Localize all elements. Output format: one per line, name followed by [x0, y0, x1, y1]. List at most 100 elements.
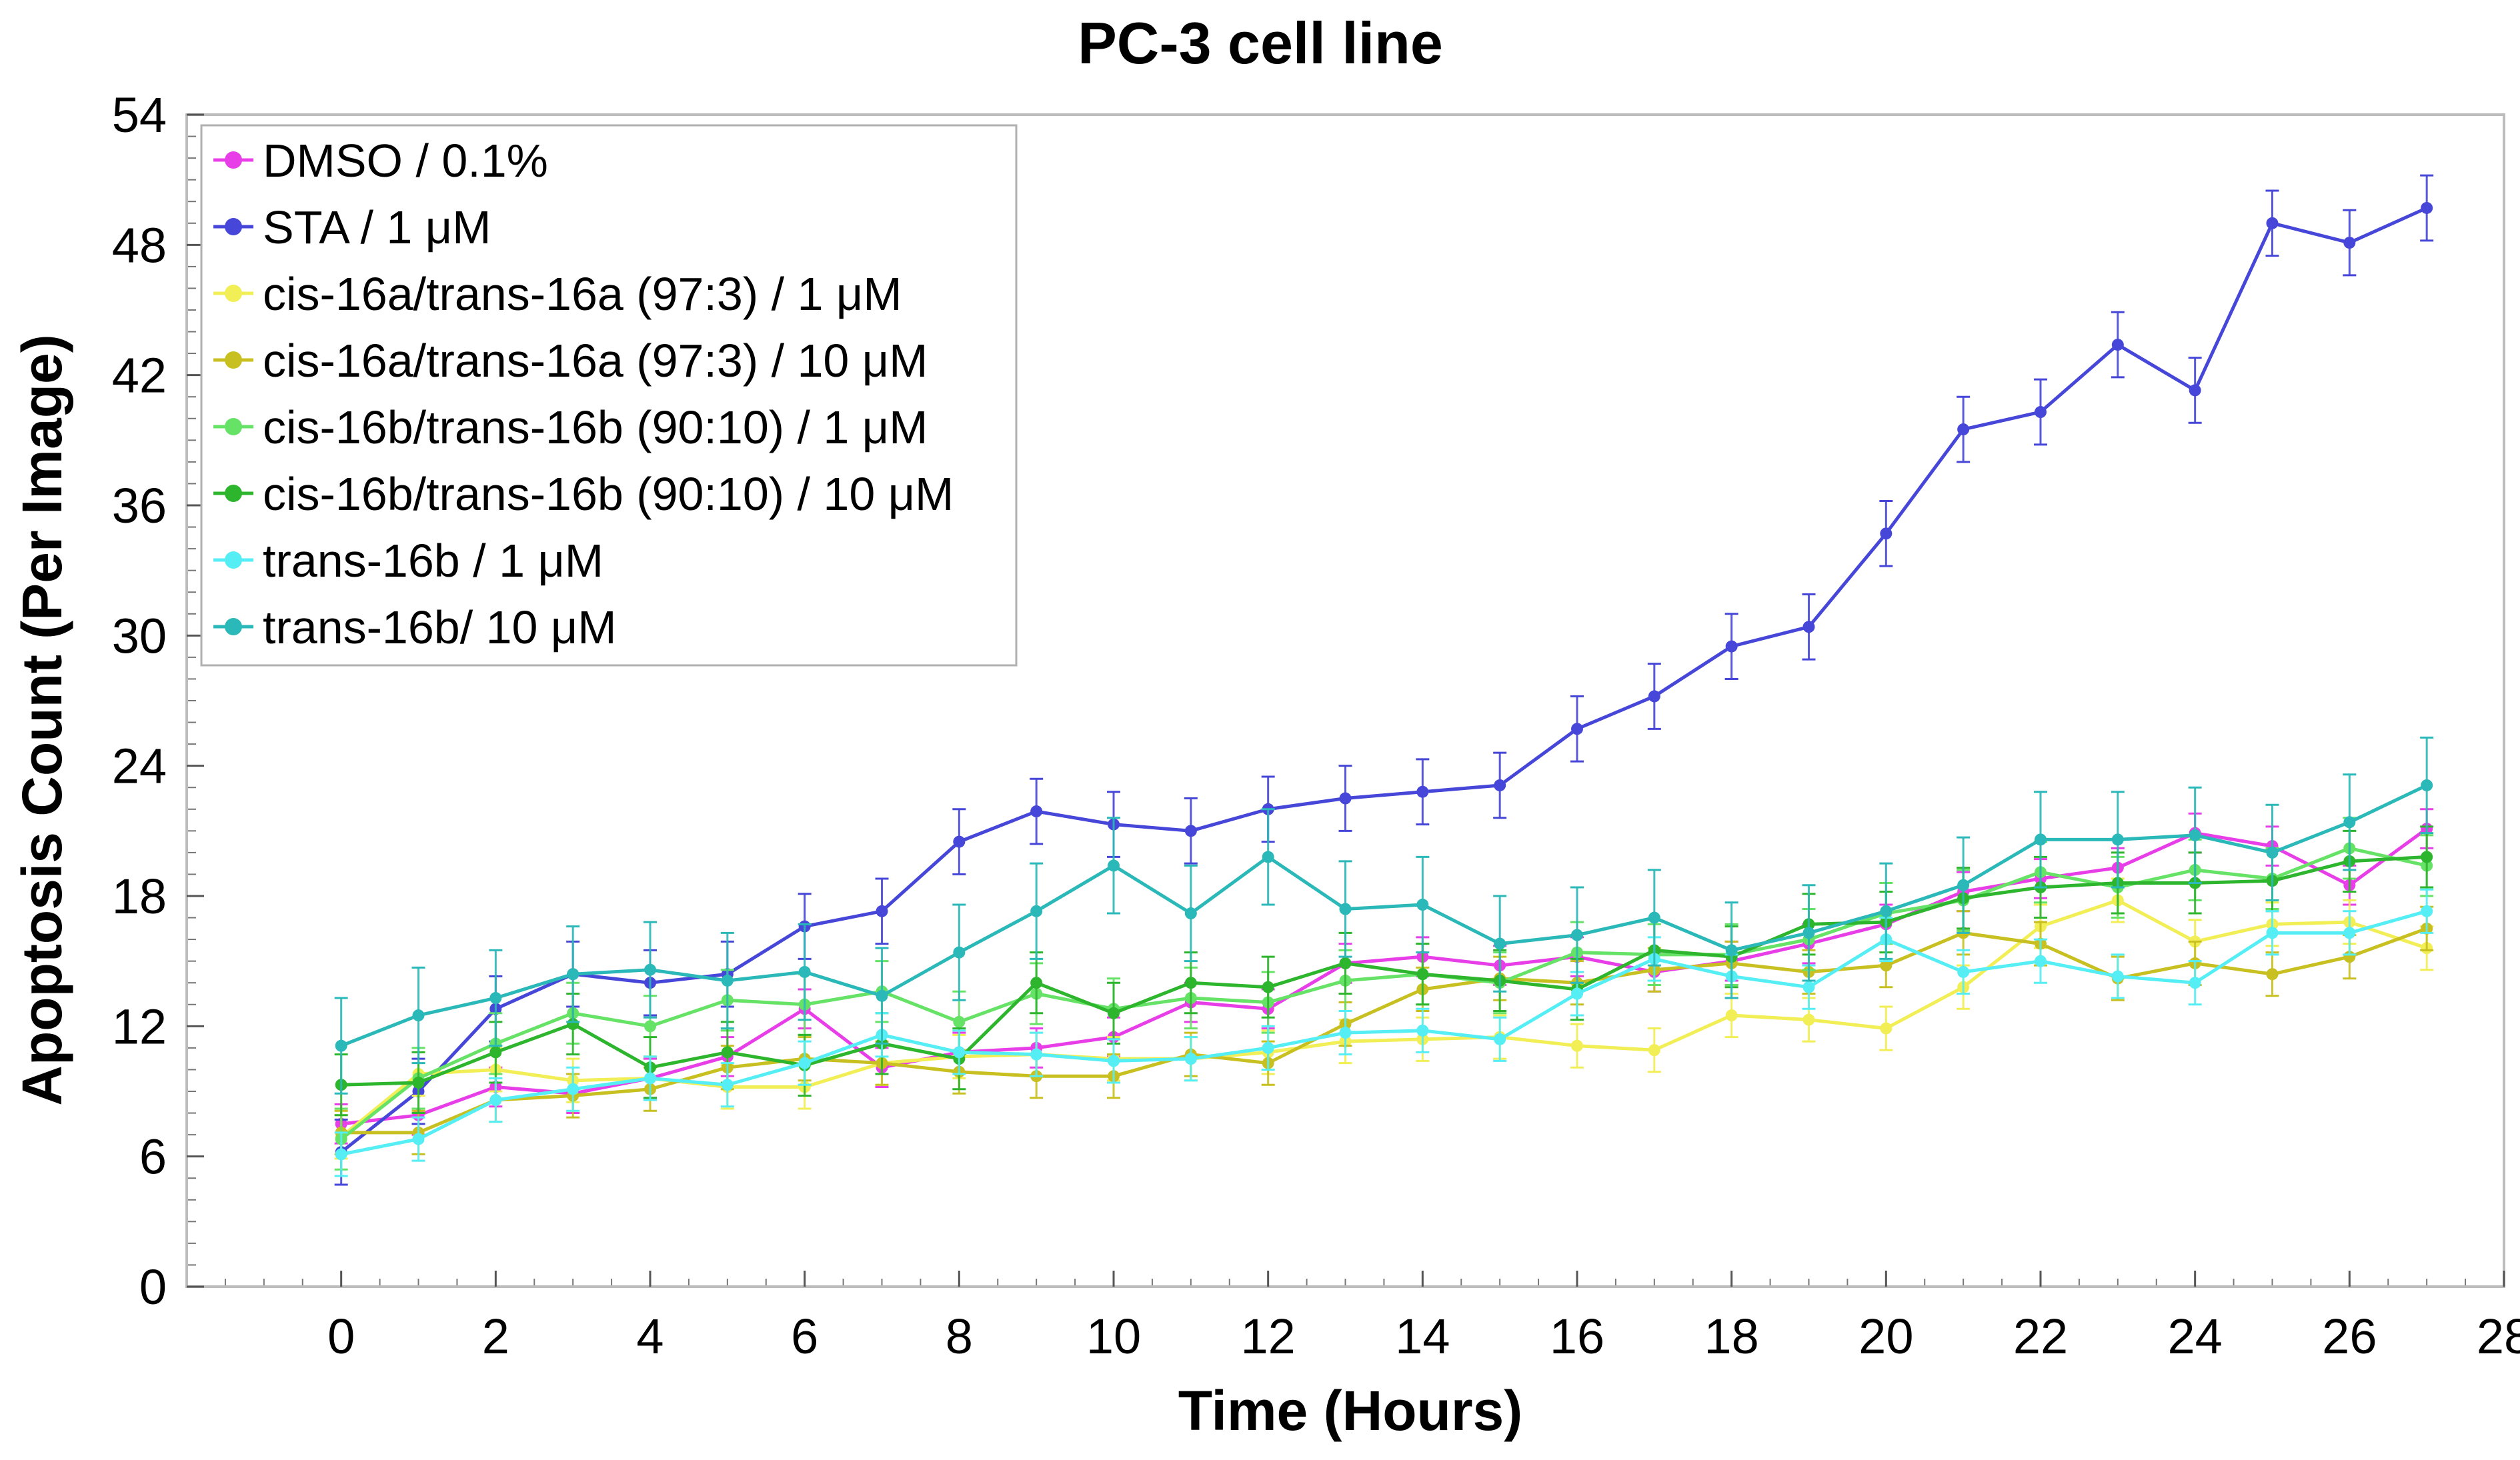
y-tick-label: 30: [112, 608, 167, 663]
data-point: [1802, 927, 1815, 939]
x-tick-label: 28: [2477, 1309, 2520, 1364]
data-point: [1339, 903, 1352, 915]
data-point: [1571, 987, 1583, 1000]
data-point: [1648, 1044, 1660, 1057]
data-point: [2421, 905, 2433, 917]
data-point: [2421, 851, 2433, 863]
data-point: [1108, 859, 1120, 872]
series-line: [341, 855, 2427, 1087]
data-point: [489, 992, 502, 1005]
data-point: [567, 968, 579, 981]
data-point: [1802, 1013, 1815, 1026]
data-point: [2035, 406, 2047, 419]
y-tick-label: 36: [112, 478, 167, 533]
legend-swatch-marker: [225, 351, 242, 369]
legend-swatch-marker: [225, 618, 242, 635]
y-tick-label: 0: [139, 1259, 167, 1315]
data-point: [1262, 981, 1274, 993]
legend-label: trans-16b / 1 μM: [263, 535, 603, 587]
data-point: [1184, 1053, 1197, 1065]
data-point: [953, 1015, 966, 1028]
y-tick-label: 12: [112, 999, 167, 1054]
data-point: [2189, 829, 2201, 841]
data-point: [953, 1046, 966, 1059]
data-point: [412, 1133, 425, 1145]
data-point: [876, 905, 888, 917]
data-point: [2266, 846, 2279, 859]
data-point: [1571, 1039, 1583, 1052]
x-tick-label: 2: [482, 1309, 509, 1364]
x-tick-label: 14: [1395, 1309, 1450, 1364]
data-point: [721, 974, 734, 987]
series-line: [341, 909, 2427, 1156]
data-point: [1880, 959, 1893, 972]
data-point: [567, 1083, 579, 1095]
data-point: [1648, 911, 1660, 924]
x-tick-label: 20: [1858, 1309, 1913, 1364]
legend-label: cis-16b/trans-16b (90:10) / 10 μM: [263, 468, 954, 520]
series-line: [340, 783, 2428, 1047]
series-layer: [334, 174, 2434, 1186]
x-tick-label: 24: [2168, 1309, 2223, 1364]
x-tick-label: 8: [946, 1309, 973, 1364]
data-point: [1880, 1022, 1893, 1035]
data-point: [2035, 833, 2047, 846]
data-point: [1339, 957, 1352, 969]
y-axis-label: Apoptosis Count (Per Image): [11, 334, 73, 1105]
data-point: [335, 1148, 347, 1161]
data-point: [953, 946, 966, 959]
data-point: [2266, 968, 2279, 981]
data-point: [1725, 944, 1738, 957]
data-point: [798, 965, 811, 978]
chart-title: PC-3 cell line: [1078, 10, 1443, 76]
data-point: [953, 835, 966, 848]
y-tick-label: 42: [112, 348, 167, 403]
data-point: [2343, 816, 2356, 829]
y-tick-label: 18: [112, 869, 167, 924]
data-point: [1262, 1041, 1274, 1054]
data-point: [1030, 977, 1043, 989]
data-point: [798, 1057, 811, 1069]
data-point: [1416, 899, 1429, 911]
data-point: [1030, 905, 1043, 917]
x-tick-label: 12: [1241, 1309, 1296, 1364]
data-point: [1494, 937, 1506, 950]
x-tick-label: 6: [791, 1309, 818, 1364]
data-point: [2035, 955, 2047, 967]
y-tick-label: 54: [112, 87, 167, 143]
legend-label: cis-16a/trans-16a (97:3) / 1 μM: [263, 268, 902, 320]
legend-swatch-marker: [225, 418, 242, 435]
data-point: [1184, 977, 1197, 989]
x-axis-label: Time (Hours): [1178, 1379, 1523, 1442]
x-tick-label: 0: [327, 1309, 355, 1364]
data-point: [1957, 423, 1970, 436]
data-point: [644, 963, 656, 976]
data-point: [2343, 237, 2356, 249]
data-point: [1494, 779, 1506, 791]
data-point: [1802, 621, 1815, 633]
data-point: [412, 1076, 425, 1089]
data-point: [2421, 201, 2433, 214]
y-tick-label: 24: [112, 739, 167, 794]
data-point: [1030, 1048, 1043, 1061]
data-point: [1030, 805, 1043, 818]
data-point: [1262, 851, 1274, 863]
legend-label: DMSO / 0.1%: [263, 135, 548, 187]
legend-label: cis-16a/trans-16a (97:3) / 10 μM: [263, 335, 928, 387]
data-point: [1880, 527, 1893, 540]
data-point: [1725, 640, 1738, 653]
x-tick-label: 4: [636, 1309, 664, 1364]
series-line: [341, 927, 2428, 1135]
data-point: [2189, 384, 2201, 397]
data-point: [489, 1094, 502, 1107]
data-point: [876, 989, 888, 1002]
data-point: [2111, 970, 2124, 983]
data-point: [2343, 927, 2356, 939]
data-point: [721, 1079, 734, 1091]
data-point: [2421, 779, 2433, 791]
data-point: [489, 1046, 502, 1059]
series-7: [334, 888, 2434, 1177]
data-point: [335, 1039, 347, 1052]
